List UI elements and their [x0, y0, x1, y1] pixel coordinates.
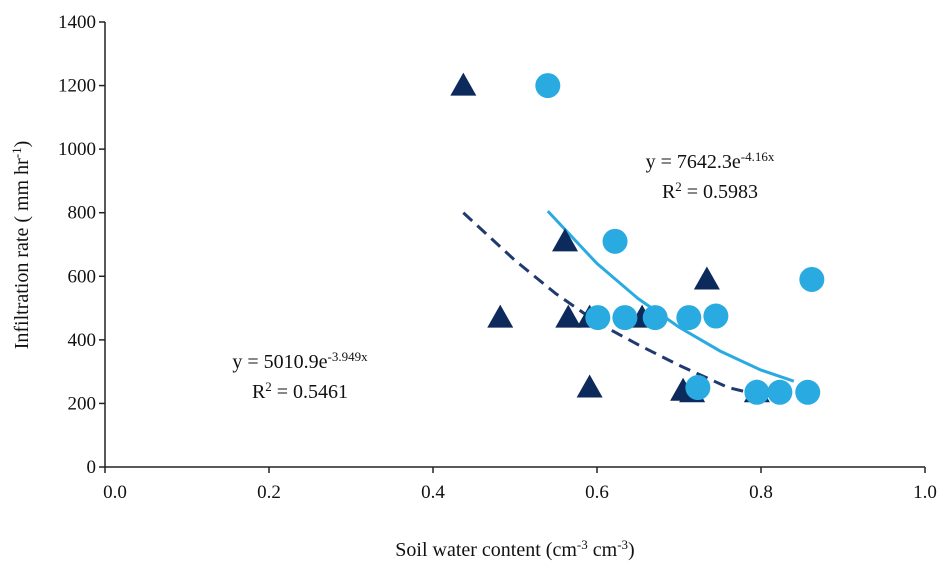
y-tick-label: 1000	[58, 139, 96, 160]
circle-point	[585, 305, 611, 331]
circle-point	[602, 228, 628, 254]
circle-point	[744, 379, 770, 405]
y-tick-label: 1200	[58, 76, 96, 97]
text-part: = 0.5461	[272, 381, 348, 403]
y-tick-label: 800	[68, 203, 97, 224]
circle-point	[767, 379, 793, 405]
circle-point	[685, 375, 711, 401]
text-part: Infiltration rate ( mm hr	[11, 158, 33, 349]
circle-point	[795, 379, 821, 405]
trend-r-squared: R2 = 0.5983	[662, 179, 758, 204]
circle-point	[612, 305, 638, 331]
y-tick-label: 600	[68, 266, 97, 287]
circle-point	[642, 305, 668, 331]
text-part: y = 5010.9e	[232, 351, 327, 373]
y-axis-label: Infiltration rate ( mm hr-1)	[9, 141, 34, 350]
text-part: Soil water content (cm	[395, 539, 577, 561]
x-tick-label: 0.8	[749, 482, 773, 503]
x-tick-label: 0.0	[103, 482, 127, 503]
superscript: -3	[617, 537, 628, 552]
circle-point	[703, 303, 729, 329]
trend-equation: y = 5010.9e-3.949x	[232, 349, 368, 374]
superscript: -1	[9, 147, 24, 158]
text-part: = 0.5983	[682, 181, 758, 203]
text-part: y = 7642.3e	[646, 151, 741, 173]
trendline	[546, 210, 795, 383]
x-tick-label: 0.6	[585, 482, 609, 503]
text-part: )	[628, 539, 635, 561]
y-tick-label: 1400	[58, 12, 96, 33]
trend-r-squared: R2 = 0.5461	[252, 379, 348, 404]
text-part: )	[11, 141, 33, 148]
text-part: R	[252, 381, 266, 403]
x-tick-label: 1.0	[913, 482, 937, 503]
triangle-point	[576, 374, 603, 398]
y-tick-label: 200	[68, 393, 97, 414]
y-tick-label: 0	[87, 457, 97, 478]
text-part: R	[662, 181, 676, 203]
trend-equation: y = 7642.3e-4.16x	[646, 149, 775, 174]
text-part: cm	[588, 539, 618, 561]
circle-point	[676, 305, 702, 331]
x-tick-label: 0.4	[421, 482, 445, 503]
y-tick-label: 400	[68, 330, 97, 351]
triangle-point	[693, 266, 720, 290]
triangle-point	[555, 304, 582, 328]
superscript: -4.16x	[741, 149, 775, 164]
triangle-point	[552, 228, 579, 252]
superscript: -3.949x	[328, 349, 369, 364]
x-axis-label: Soil water content (cm-3 cm-3)	[395, 537, 634, 562]
trendline	[462, 211, 762, 397]
superscript: 2	[265, 379, 272, 394]
circle-point	[535, 73, 561, 99]
superscript: 2	[675, 179, 682, 194]
circle-point	[799, 266, 825, 292]
superscript: -3	[577, 537, 588, 552]
triangle-point	[487, 304, 514, 328]
x-tick-label: 0.2	[257, 482, 281, 503]
triangle-point	[450, 72, 477, 96]
